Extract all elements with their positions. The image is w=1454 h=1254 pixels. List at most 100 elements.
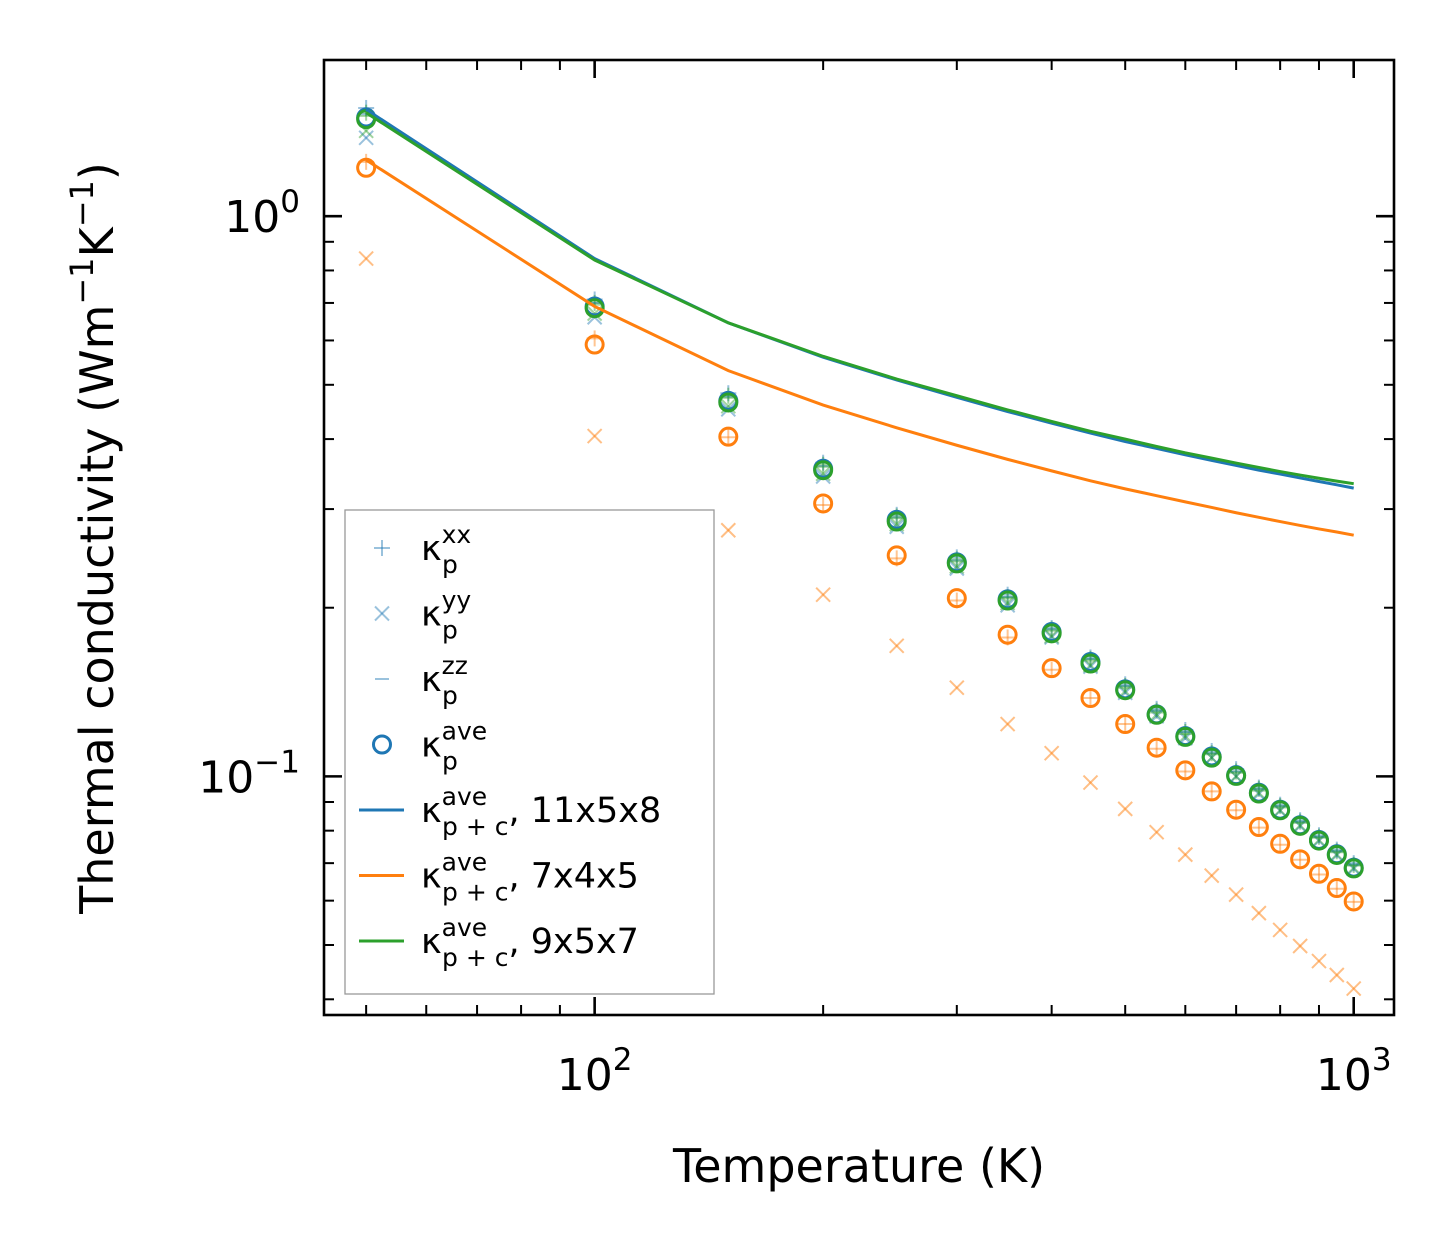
series-line-kpc_11 xyxy=(365,108,1354,490)
legend-label: κxx p xyxy=(421,520,471,579)
data-point xyxy=(358,130,374,146)
legend-entry: κyy p xyxy=(374,586,471,645)
data-point xyxy=(718,426,739,447)
data-point xyxy=(1248,817,1269,838)
plot-frame xyxy=(322,58,1396,1017)
data-point xyxy=(997,590,1018,611)
data-point xyxy=(949,679,965,696)
data-point xyxy=(1082,774,1099,791)
x-tick-label: 102 xyxy=(557,1042,633,1101)
data-point xyxy=(1326,844,1347,865)
y-tick-label: 10−1 xyxy=(198,744,300,803)
data-point xyxy=(1148,706,1165,723)
data-point xyxy=(1270,800,1291,821)
minor-ticks xyxy=(324,60,1394,1015)
legend-entry: κxx p xyxy=(374,520,471,579)
legend-label: κave p + c, 11x5x8 xyxy=(421,782,661,841)
data-point xyxy=(886,511,907,532)
data-point xyxy=(1148,740,1165,757)
legend: κxx p κyy p κzz p κave p κave p + c, 11x5x8 κave p … xyxy=(344,509,715,995)
major-ticks xyxy=(324,60,1394,1015)
data-point xyxy=(1272,836,1289,853)
data-point xyxy=(997,624,1018,645)
data-point xyxy=(1270,833,1291,854)
data-point xyxy=(1080,653,1101,674)
legend-label: κave p + c, 7x4x5 xyxy=(421,848,639,907)
plot-content xyxy=(356,99,1364,997)
data-point xyxy=(886,545,907,566)
data-point xyxy=(1326,878,1347,899)
data-point xyxy=(1043,745,1060,761)
data-point xyxy=(1177,846,1194,863)
data-point xyxy=(1290,815,1311,836)
legend-marker xyxy=(374,540,390,556)
data-point xyxy=(1250,819,1267,836)
data-point xyxy=(1117,801,1133,817)
data-point xyxy=(1308,830,1329,851)
data-point xyxy=(815,497,832,514)
legend-label: κave p + c, 9x5x7 xyxy=(421,913,639,972)
data-point xyxy=(1228,886,1244,903)
y-axis-label: Thermal conductivity (Wm−1K−1) xyxy=(63,162,124,915)
data-point xyxy=(1080,688,1101,709)
data-point xyxy=(1310,866,1327,883)
data-point xyxy=(1346,980,1362,997)
data-point xyxy=(584,334,605,355)
data-point xyxy=(1343,858,1364,879)
data-point xyxy=(718,392,739,413)
data-point xyxy=(1175,760,1196,781)
data-point xyxy=(1041,623,1062,644)
data-point xyxy=(1201,781,1222,802)
data-point xyxy=(946,553,967,574)
data-point xyxy=(356,157,377,178)
data-point xyxy=(999,597,1016,614)
data-point xyxy=(1146,704,1167,725)
data-point xyxy=(1343,891,1364,912)
series-kave_7 xyxy=(356,157,1364,912)
data-point xyxy=(888,519,905,535)
data-point xyxy=(720,522,737,538)
data-point xyxy=(1203,867,1220,884)
data-point xyxy=(1041,658,1062,679)
data-point xyxy=(1251,905,1267,921)
legend-entry: κave p + c, 9x5x7 xyxy=(359,913,639,972)
legend-label: κave p xyxy=(421,717,487,776)
data-point xyxy=(586,428,603,444)
legend-marker xyxy=(374,605,390,622)
legend-label: κzz p xyxy=(421,651,468,710)
data-point xyxy=(813,460,834,481)
data-point xyxy=(1328,880,1345,897)
data-point xyxy=(1292,851,1309,868)
data-point xyxy=(813,493,834,514)
data-point xyxy=(1329,967,1345,983)
legend-marker xyxy=(372,734,392,755)
data-point xyxy=(1290,849,1311,870)
data-point xyxy=(1177,763,1194,780)
y-tick-label: 100 xyxy=(224,184,300,243)
data-point xyxy=(1226,765,1247,786)
data-point xyxy=(1082,690,1099,707)
data-point xyxy=(1311,953,1327,969)
legend-frame xyxy=(344,509,715,995)
series-kave_9 xyxy=(356,109,1364,879)
series-line-kpc_7 xyxy=(365,158,1354,537)
data-point xyxy=(1146,737,1167,758)
legend-entry: κzz p xyxy=(375,651,468,710)
data-point xyxy=(1117,716,1134,733)
data-point xyxy=(815,586,831,603)
data-point xyxy=(1226,799,1247,820)
data-point xyxy=(1148,824,1165,840)
data-point xyxy=(888,638,905,654)
data-point xyxy=(720,429,737,446)
data-point xyxy=(584,298,605,319)
data-point xyxy=(358,250,374,267)
series-line-kpc_9 xyxy=(365,111,1354,486)
data-point xyxy=(1175,726,1196,747)
x-tick-label: 103 xyxy=(1316,1042,1392,1101)
series-kyy_7 xyxy=(358,250,1362,997)
data-point xyxy=(1292,938,1308,954)
series-kzz_9 xyxy=(359,114,1361,867)
data-point xyxy=(999,716,1016,732)
legend-label: κyy p xyxy=(421,586,471,645)
